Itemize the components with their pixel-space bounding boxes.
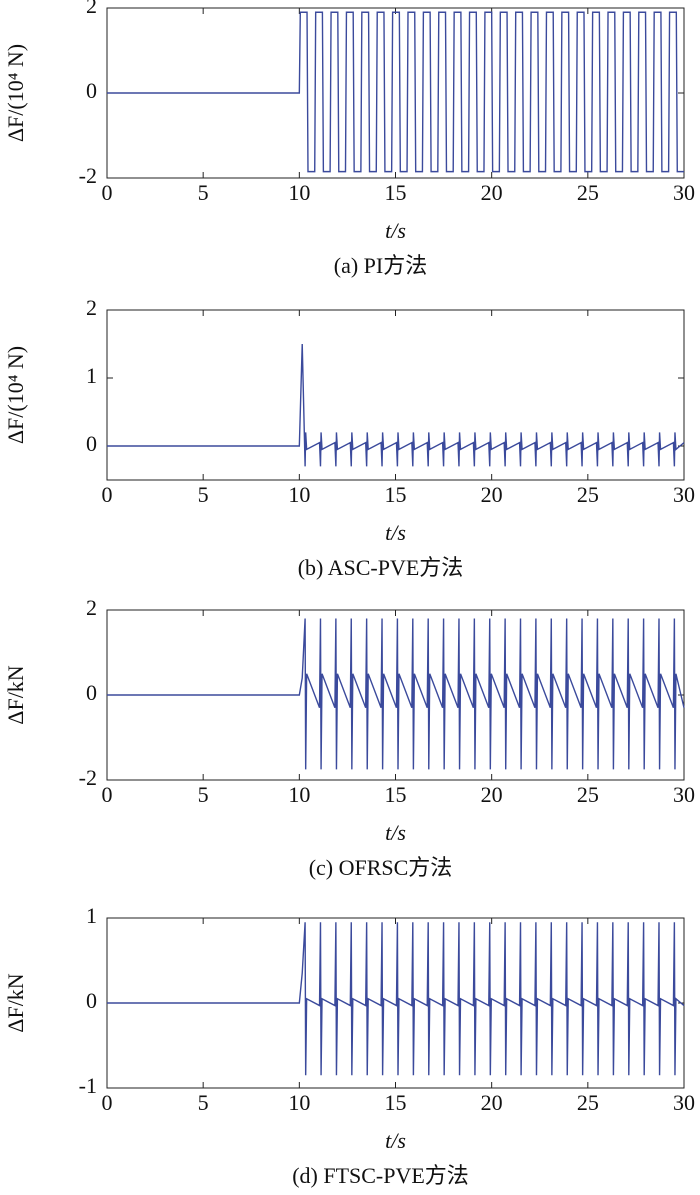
y-tick-label: 0 (86, 431, 97, 456)
x-axis-label: t/s (385, 520, 406, 545)
y-tick-label: 0 (86, 988, 97, 1013)
x-tick-label: 10 (288, 1090, 310, 1115)
y-tick-label: -2 (79, 765, 97, 790)
x-tick-label: 5 (198, 782, 209, 807)
y-tick-label: 1 (86, 903, 97, 928)
y-axis-label: ΔF/kN (3, 665, 28, 724)
y-axis-label: ΔF/kN (3, 973, 28, 1032)
x-tick-label: 25 (577, 1090, 599, 1115)
x-tick-label: 10 (288, 782, 310, 807)
caption: (a) PI方法 (334, 253, 427, 278)
y-tick-label: 2 (86, 0, 97, 18)
caption: (d) FTSC-PVE方法 (292, 1163, 469, 1188)
x-tick-label: 0 (102, 1090, 113, 1115)
x-tick-label: 20 (481, 482, 503, 507)
x-tick-label: 15 (385, 180, 407, 205)
x-tick-label: 30 (673, 482, 695, 507)
x-tick-label: 5 (198, 482, 209, 507)
x-tick-label: 15 (385, 482, 407, 507)
x-tick-label: 10 (288, 482, 310, 507)
x-tick-label: 5 (198, 1090, 209, 1115)
x-tick-label: 25 (577, 482, 599, 507)
x-axis-label: t/s (385, 218, 406, 243)
y-axis-label: ΔF/(10⁴ N) (3, 44, 28, 142)
data-line (107, 343, 685, 467)
data-line (107, 11, 684, 173)
y-tick-label: -1 (79, 1073, 97, 1098)
x-tick-label: 5 (198, 180, 209, 205)
x-axis-label: t/s (385, 1128, 406, 1153)
x-tick-label: 30 (673, 180, 695, 205)
x-tick-label: 20 (481, 1090, 503, 1115)
y-tick-label: 0 (86, 680, 97, 705)
x-tick-label: 25 (577, 782, 599, 807)
caption: (c) OFRSC方法 (309, 855, 453, 880)
x-tick-label: 15 (385, 1090, 407, 1115)
y-tick-label: -2 (79, 163, 97, 188)
data-line (107, 618, 685, 770)
y-tick-label: 2 (86, 295, 97, 320)
x-axis-label: t/s (385, 820, 406, 845)
x-tick-label: 20 (481, 782, 503, 807)
x-tick-label: 20 (481, 180, 503, 205)
x-tick-label: 15 (385, 782, 407, 807)
y-tick-label: 2 (86, 595, 97, 620)
x-tick-label: 0 (102, 782, 113, 807)
y-tick-label: 0 (86, 78, 97, 103)
x-tick-label: 30 (673, 1090, 695, 1115)
caption: (b) ASC-PVE方法 (298, 555, 464, 580)
x-tick-label: 10 (288, 180, 310, 205)
y-tick-label: 1 (86, 363, 97, 388)
x-tick-label: 0 (102, 482, 113, 507)
x-tick-label: 25 (577, 180, 599, 205)
x-tick-label: 0 (102, 180, 113, 205)
data-line (107, 922, 685, 1076)
y-axis-label: ΔF/(10⁴ N) (3, 346, 28, 444)
x-tick-label: 30 (673, 782, 695, 807)
